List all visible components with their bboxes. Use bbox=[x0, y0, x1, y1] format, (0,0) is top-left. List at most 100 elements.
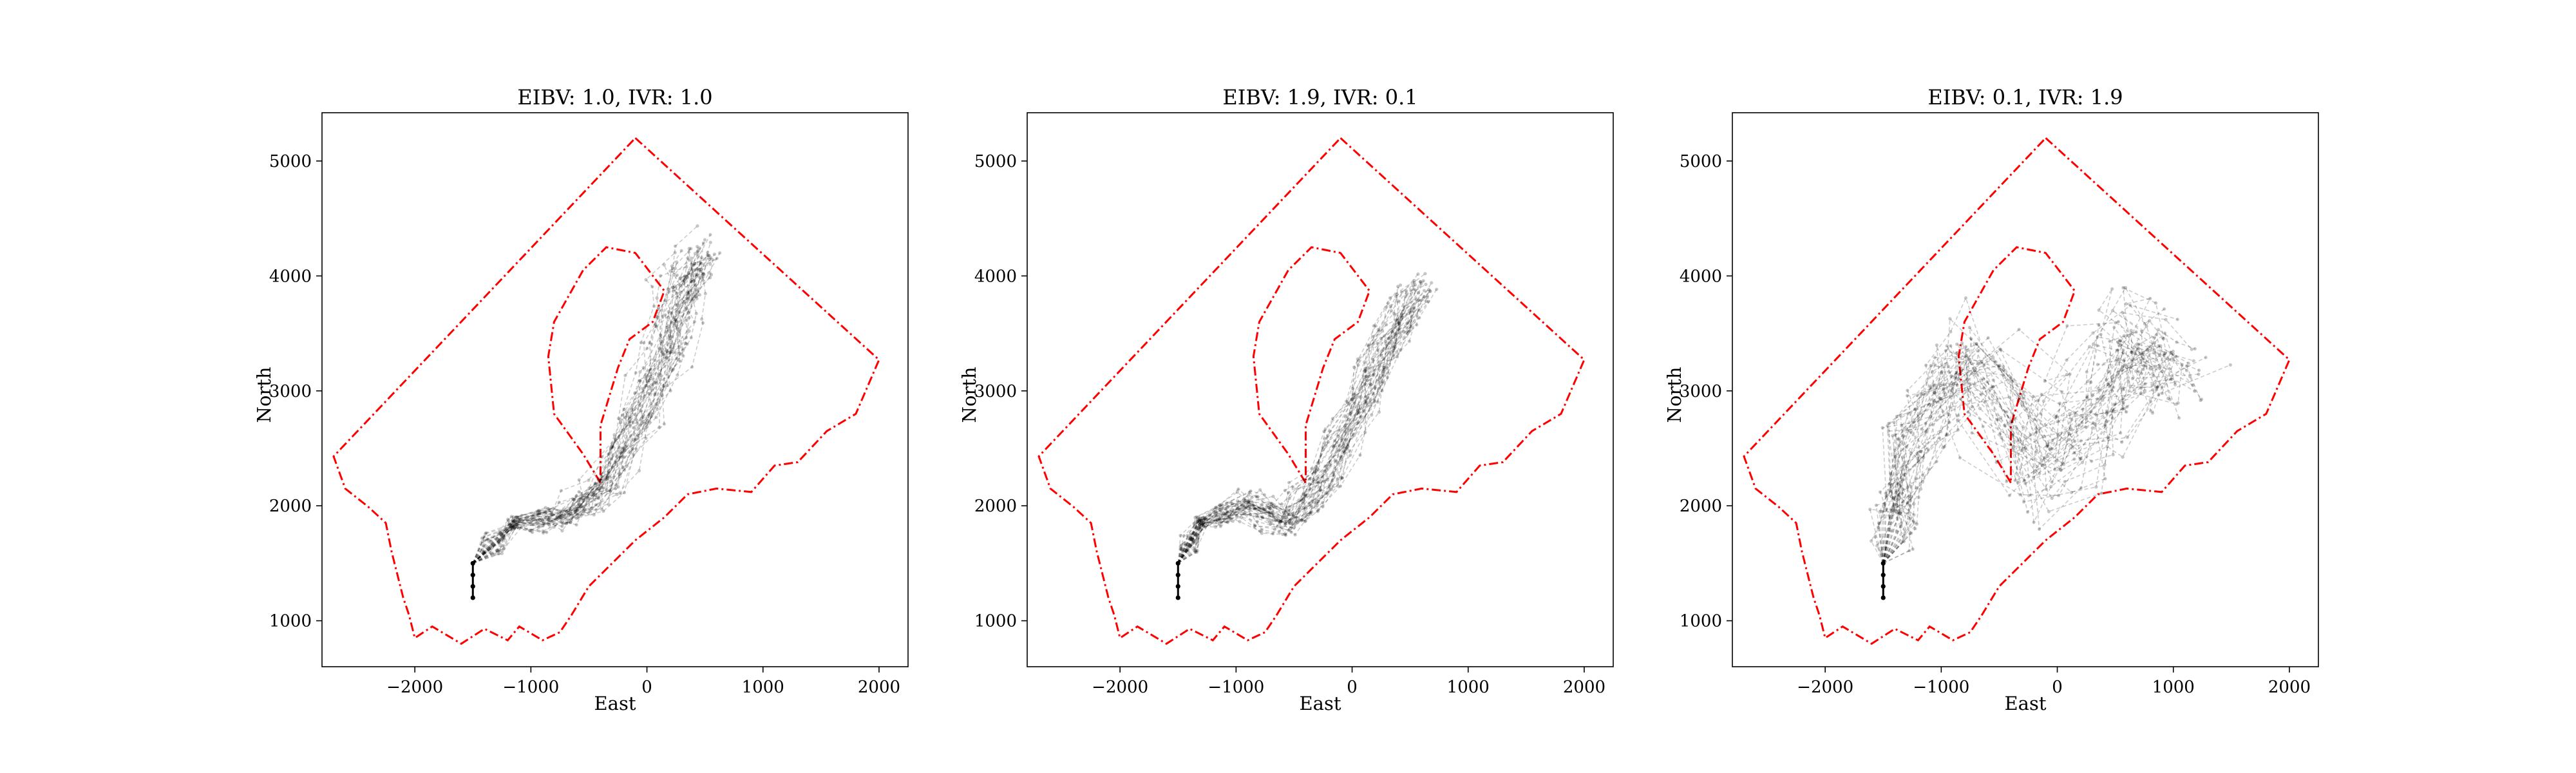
trajectory-point bbox=[2191, 383, 2195, 387]
trajectory-point bbox=[2128, 366, 2132, 370]
trajectory-point bbox=[1376, 348, 1380, 352]
trajectory-point bbox=[1337, 448, 1341, 452]
trajectory-point bbox=[1344, 415, 1348, 419]
trajectory-point bbox=[514, 518, 518, 522]
trajectory-point bbox=[1260, 511, 1264, 515]
trajectory-point bbox=[677, 310, 682, 314]
trajectory-point bbox=[649, 374, 653, 378]
trajectory-point bbox=[2067, 437, 2071, 441]
trajectory-point bbox=[696, 224, 699, 228]
trajectory-point bbox=[1324, 491, 1328, 495]
trajectory-point bbox=[544, 506, 547, 510]
trajectory-point bbox=[1385, 366, 1388, 370]
trajectory-point bbox=[537, 522, 541, 526]
trajectory-point bbox=[2089, 380, 2093, 384]
trajectory-point bbox=[2103, 463, 2107, 467]
trajectory-point bbox=[2115, 358, 2119, 363]
y-tick-label: 1000 bbox=[974, 612, 1017, 631]
trajectory-point bbox=[652, 380, 656, 385]
trajectory-point bbox=[2101, 398, 2105, 402]
trajectory-point bbox=[1385, 344, 1388, 348]
trajectory-point bbox=[618, 417, 622, 421]
trajectory-point bbox=[2048, 447, 2052, 451]
trajectory-point bbox=[1376, 400, 1379, 404]
trajectory-point bbox=[1893, 464, 1897, 468]
trajectory-point bbox=[1935, 343, 1938, 347]
trajectory-point bbox=[2096, 386, 2100, 390]
trajectory-point bbox=[482, 535, 486, 539]
trajectory bbox=[1882, 359, 2144, 564]
trajectory-point bbox=[1217, 516, 1220, 520]
trajectory-point bbox=[1395, 292, 1399, 296]
trajectory-point bbox=[687, 329, 691, 333]
trajectory-point bbox=[2060, 461, 2065, 465]
trajectory-point bbox=[516, 517, 520, 522]
trajectory-point bbox=[1390, 330, 1394, 334]
trajectory-point bbox=[678, 359, 682, 363]
trajectory-point bbox=[1908, 549, 1911, 553]
trajectory-point bbox=[1194, 526, 1198, 530]
trajectory bbox=[1177, 290, 1416, 564]
x-tick-label: 2000 bbox=[858, 678, 900, 697]
trajectory-point bbox=[584, 495, 588, 499]
trajectory-point bbox=[589, 510, 592, 513]
trajectory-point bbox=[1939, 430, 1943, 434]
trajectory-point bbox=[662, 263, 666, 267]
trajectory-point bbox=[1198, 525, 1202, 529]
trajectory-point bbox=[1877, 525, 1880, 529]
trajectory-point bbox=[1269, 504, 1273, 508]
trajectory-point bbox=[665, 330, 669, 334]
trajectory-point bbox=[1363, 382, 1367, 386]
trajectory-point bbox=[580, 493, 584, 497]
trajectory-point bbox=[496, 549, 500, 553]
trajectory-point bbox=[513, 519, 517, 523]
trajectory-point bbox=[1328, 463, 1332, 467]
trajectory-point bbox=[535, 518, 540, 522]
trajectory-point bbox=[1416, 291, 1420, 295]
trajectory-point bbox=[1191, 541, 1195, 545]
trajectory-point bbox=[1394, 294, 1398, 298]
trajectory-point bbox=[1893, 455, 1898, 459]
trajectory-point bbox=[1946, 432, 1949, 436]
trajectory-point bbox=[1383, 339, 1387, 343]
trajectory bbox=[472, 263, 696, 564]
trajectory-point bbox=[1373, 386, 1377, 390]
trajectory-point bbox=[482, 544, 486, 548]
trajectory-point bbox=[1323, 470, 1327, 473]
trajectory-point bbox=[703, 238, 707, 242]
trajectory-point bbox=[1308, 486, 1312, 490]
trajectory-point bbox=[2139, 392, 2143, 396]
trajectory bbox=[472, 243, 705, 564]
trajectory-point bbox=[1243, 511, 1247, 515]
trajectory-point bbox=[1399, 312, 1403, 316]
trajectory-point bbox=[1200, 522, 1204, 526]
trajectory-point bbox=[507, 519, 511, 523]
trajectory-point bbox=[1198, 523, 1202, 527]
trajectory bbox=[1882, 287, 2164, 564]
trajectory-point bbox=[2156, 328, 2160, 332]
trajectory-point bbox=[2158, 366, 2162, 370]
trajectory-point bbox=[1193, 550, 1197, 554]
trajectory-point bbox=[1197, 522, 1201, 526]
trajectory-point bbox=[1399, 348, 1403, 352]
trajectory-point bbox=[1985, 380, 1989, 384]
trajectory-point bbox=[616, 416, 621, 421]
trajectory-point bbox=[1897, 493, 1901, 497]
trajectory-point bbox=[506, 517, 510, 521]
trajectory-point bbox=[1415, 298, 1419, 302]
trajectory-point bbox=[1197, 519, 1200, 523]
trajectory-point bbox=[1229, 501, 1233, 504]
trajectory bbox=[1177, 290, 1412, 564]
trajectory-point bbox=[1193, 533, 1197, 537]
trajectory-point bbox=[600, 478, 603, 482]
trajectory-point bbox=[2007, 396, 2011, 399]
trajectory-point bbox=[697, 246, 701, 250]
trajectory-point bbox=[1935, 385, 1938, 389]
trajectory-point bbox=[1396, 285, 1400, 289]
trajectory-point bbox=[1179, 543, 1184, 548]
trajectory-point bbox=[1261, 507, 1265, 511]
trajectory-point bbox=[1198, 518, 1202, 522]
trajectory bbox=[472, 257, 703, 564]
trajectory-point bbox=[710, 272, 714, 277]
trajectory bbox=[1879, 352, 2139, 564]
